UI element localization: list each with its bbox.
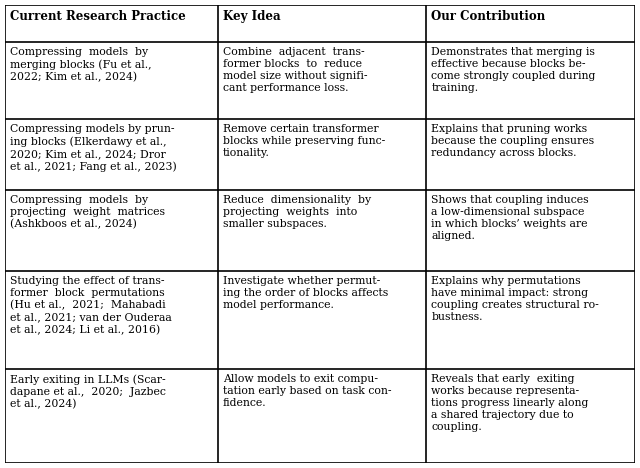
Text: Compressing  models  by
merging blocks (Fu et al.,
2022; Kim et al., 2024): Compressing models by merging blocks (Fu… [10, 47, 152, 82]
Text: Shows that coupling induces
a low-dimensional subspace
in which blocks’ weights : Shows that coupling induces a low-dimens… [431, 195, 589, 241]
Text: Key Idea: Key Idea [223, 10, 280, 23]
Text: Current Research Practice: Current Research Practice [10, 10, 186, 23]
Text: Explains that pruning works
because the coupling ensures
redundancy across block: Explains that pruning works because the … [431, 124, 595, 158]
Text: Combine  adjacent  trans-
former blocks  to  reduce
model size without signifi-
: Combine adjacent trans- former blocks to… [223, 47, 367, 94]
Text: Reduce  dimensionality  by
projecting  weights  into
smaller subspaces.: Reduce dimensionality by projecting weig… [223, 195, 371, 229]
Text: Compressing  models  by
projecting  weight  matrices
(Ashkboos et al., 2024): Compressing models by projecting weight … [10, 195, 165, 230]
Text: Reveals that early  exiting
works because representa-
tions progress linearly al: Reveals that early exiting works because… [431, 374, 589, 432]
Text: Compressing models by prun-
ing blocks (Elkerdawy et al.,
2020; Kim et al., 2024: Compressing models by prun- ing blocks (… [10, 124, 177, 172]
Text: Demonstrates that merging is
effective because blocks be-
come strongly coupled : Demonstrates that merging is effective b… [431, 47, 596, 94]
Text: Allow models to exit compu-
tation early based on task con-
fidence.: Allow models to exit compu- tation early… [223, 374, 391, 409]
Text: Explains why permutations
have minimal impact: strong
coupling creates structura: Explains why permutations have minimal i… [431, 276, 599, 322]
Text: Early exiting in LLMs (Scar-
dapane et al.,  2020;  Jazbec
et al., 2024): Early exiting in LLMs (Scar- dapane et a… [10, 374, 166, 410]
Text: Investigate whether permut-
ing the order of blocks affects
model performance.: Investigate whether permut- ing the orde… [223, 276, 388, 310]
Text: Studying the effect of trans-
former  block  permutations
(Hu et al.,  2021;  Ma: Studying the effect of trans- former blo… [10, 276, 172, 335]
Text: Remove certain transformer
blocks while preserving func-
tionality.: Remove certain transformer blocks while … [223, 124, 385, 158]
Text: Our Contribution: Our Contribution [431, 10, 545, 23]
